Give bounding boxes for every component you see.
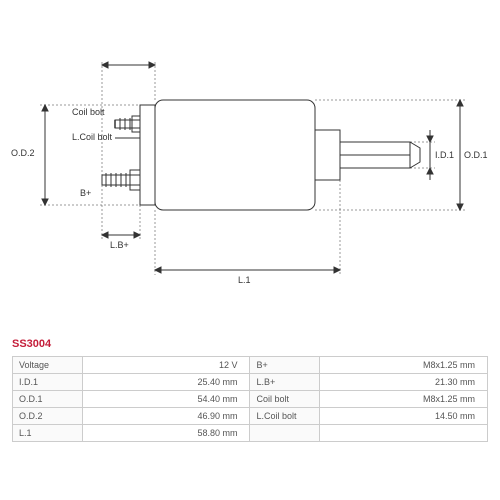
spec-label: L.B+ xyxy=(250,374,320,391)
spec-label: B+ xyxy=(250,357,320,374)
label-id1: I.D.1 xyxy=(435,150,454,160)
spec-value: 14.50 mm xyxy=(320,408,488,425)
table-row: I.D.1 25.40 mm L.B+ 21.30 mm xyxy=(13,374,488,391)
spec-value xyxy=(320,425,488,442)
spec-value: 46.90 mm xyxy=(82,408,250,425)
spec-label: Voltage xyxy=(13,357,83,374)
label-coil-bolt: Coil bolt xyxy=(72,107,105,117)
spec-table: Voltage 12 V B+ M8x1.25 mm I.D.1 25.40 m… xyxy=(12,356,488,442)
table-row: O.D.1 54.40 mm Coil bolt M8x1.25 mm xyxy=(13,391,488,408)
spec-value: M8x1.25 mm xyxy=(320,357,488,374)
table-row: Voltage 12 V B+ M8x1.25 mm xyxy=(13,357,488,374)
label-l-coil-bolt: L.Coil bolt xyxy=(72,132,112,142)
spec-label: L.Coil bolt xyxy=(250,408,320,425)
spec-value: M8x1.25 mm xyxy=(320,391,488,408)
spec-label xyxy=(250,425,320,442)
technical-drawing: O.D.2 Coil bolt L.Coil bolt B+ L.B+ L.1 … xyxy=(10,10,490,330)
label-od2: O.D.2 xyxy=(11,148,35,158)
label-l1: L.1 xyxy=(238,275,251,285)
part-number: SS3004 xyxy=(12,338,51,350)
table-row: L.1 58.80 mm xyxy=(13,425,488,442)
spec-label: O.D.2 xyxy=(13,408,83,425)
spec-value: 21.30 mm xyxy=(320,374,488,391)
spec-value: 58.80 mm xyxy=(82,425,250,442)
label-od1: O.D.1 xyxy=(464,150,488,160)
spec-label: O.D.1 xyxy=(13,391,83,408)
table-row: O.D.2 46.90 mm L.Coil bolt 14.50 mm xyxy=(13,408,488,425)
spec-label: Coil bolt xyxy=(250,391,320,408)
spec-value: 25.40 mm xyxy=(82,374,250,391)
spec-value: 12 V xyxy=(82,357,250,374)
label-b-plus: B+ xyxy=(80,188,91,198)
spec-label: I.D.1 xyxy=(13,374,83,391)
spec-value: 54.40 mm xyxy=(82,391,250,408)
label-lb-plus: L.B+ xyxy=(110,240,129,250)
spec-label: L.1 xyxy=(13,425,83,442)
